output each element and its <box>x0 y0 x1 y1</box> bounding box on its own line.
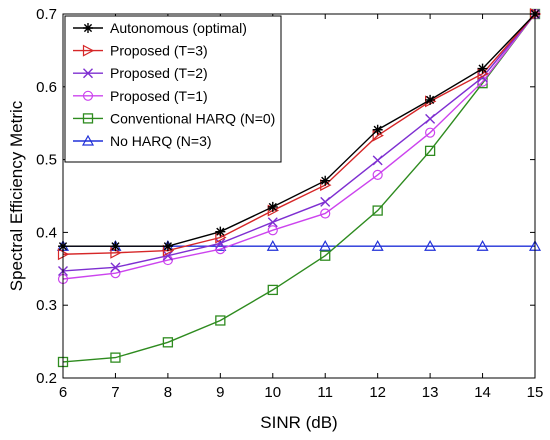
legend-marker <box>83 23 93 33</box>
y-tick-label: 0.5 <box>36 152 57 169</box>
series-4 <box>57 8 541 368</box>
legend-entry: No HARQ (N=3) <box>73 133 212 149</box>
data-point <box>215 315 226 326</box>
data-point <box>425 94 436 105</box>
x-tick-label: 6 <box>59 384 67 401</box>
legend-entry: Proposed (T=1) <box>73 88 208 104</box>
legend-entry: Proposed (T=2) <box>73 65 208 81</box>
legend-label: Autonomous (optimal) <box>110 20 247 36</box>
data-point <box>110 241 121 252</box>
legend: Autonomous (optimal) Proposed (T=3) Propos… <box>64 15 282 163</box>
data-point <box>162 241 173 252</box>
data-point <box>267 284 278 296</box>
data-point <box>425 127 436 138</box>
series-line <box>62 13 536 280</box>
x-tick-label: 9 <box>216 384 224 401</box>
x-tick-label: 7 <box>111 384 119 401</box>
data-point <box>424 239 437 251</box>
data-point <box>215 244 226 255</box>
series-line <box>62 13 536 255</box>
data-point <box>424 145 436 157</box>
data-point <box>372 169 383 180</box>
x-tick-label: 11 <box>317 384 333 401</box>
legend-entry: Conventional HARQ (N=0) <box>73 110 275 126</box>
data-point <box>110 352 121 363</box>
legend-label: Proposed (T=2) <box>110 65 208 81</box>
legend-marker <box>81 134 95 146</box>
data-point <box>266 239 279 251</box>
data-point <box>162 250 173 261</box>
data-point <box>372 205 383 216</box>
series-line <box>63 13 536 247</box>
x-tick-label: 8 <box>164 384 172 401</box>
legend-marker <box>82 113 94 124</box>
data-point <box>372 124 383 135</box>
x-tick-label: 13 <box>422 384 439 401</box>
axis-ticks: 6 7 8 9 10 11 12 13 14 15 0.2 0.3 0.4 0.5 0.6 0.7 <box>36 6 543 401</box>
data-point <box>320 196 331 207</box>
data-point <box>371 239 384 251</box>
legend-label: Conventional HARQ (N=0) <box>110 110 275 126</box>
y-tick-label: 0.7 <box>36 6 57 23</box>
legend-marker <box>83 68 93 79</box>
legend-entry: Proposed (T=3) <box>73 43 208 59</box>
data-point <box>215 238 226 249</box>
y-axis-label: Spectral Efficiency Metric <box>7 100 26 291</box>
data-point <box>320 208 331 219</box>
series-line <box>62 13 536 272</box>
legend-marker <box>82 90 94 101</box>
plot-series <box>56 8 542 368</box>
data-point <box>110 262 121 273</box>
legend-label: No HARQ (N=3) <box>110 133 212 149</box>
plot-frame <box>62 13 536 379</box>
data-point <box>162 337 174 348</box>
data-point <box>320 175 331 186</box>
data-point <box>320 250 331 261</box>
series-line <box>62 13 536 363</box>
x-axis-label: SINR (dB) <box>260 413 337 432</box>
data-point <box>319 239 332 251</box>
legend-entry: Autonomous (optimal) <box>73 20 247 36</box>
y-tick-label: 0.4 <box>36 224 57 241</box>
y-tick-label: 0.2 <box>36 370 57 387</box>
series-2 <box>58 9 540 276</box>
legend-label: Proposed (T=3) <box>110 43 208 59</box>
data-point <box>267 201 278 212</box>
data-point <box>215 226 226 237</box>
data-point <box>267 217 278 228</box>
x-tick-label: 10 <box>264 384 281 401</box>
x-tick-label: 15 <box>527 384 544 401</box>
legend-box <box>64 15 282 163</box>
y-tick-label: 0.3 <box>36 297 57 314</box>
x-tick-label: 14 <box>474 384 491 401</box>
data-point <box>477 63 488 74</box>
data-point <box>267 225 278 236</box>
data-point <box>476 239 489 251</box>
legend-marker <box>82 44 95 57</box>
data-point <box>372 155 383 166</box>
x-tick-label: 12 <box>369 384 386 401</box>
data-point <box>110 268 121 279</box>
y-tick-label: 0.6 <box>36 79 57 96</box>
data-point <box>425 113 436 124</box>
legend-label: Proposed (T=1) <box>110 88 208 104</box>
